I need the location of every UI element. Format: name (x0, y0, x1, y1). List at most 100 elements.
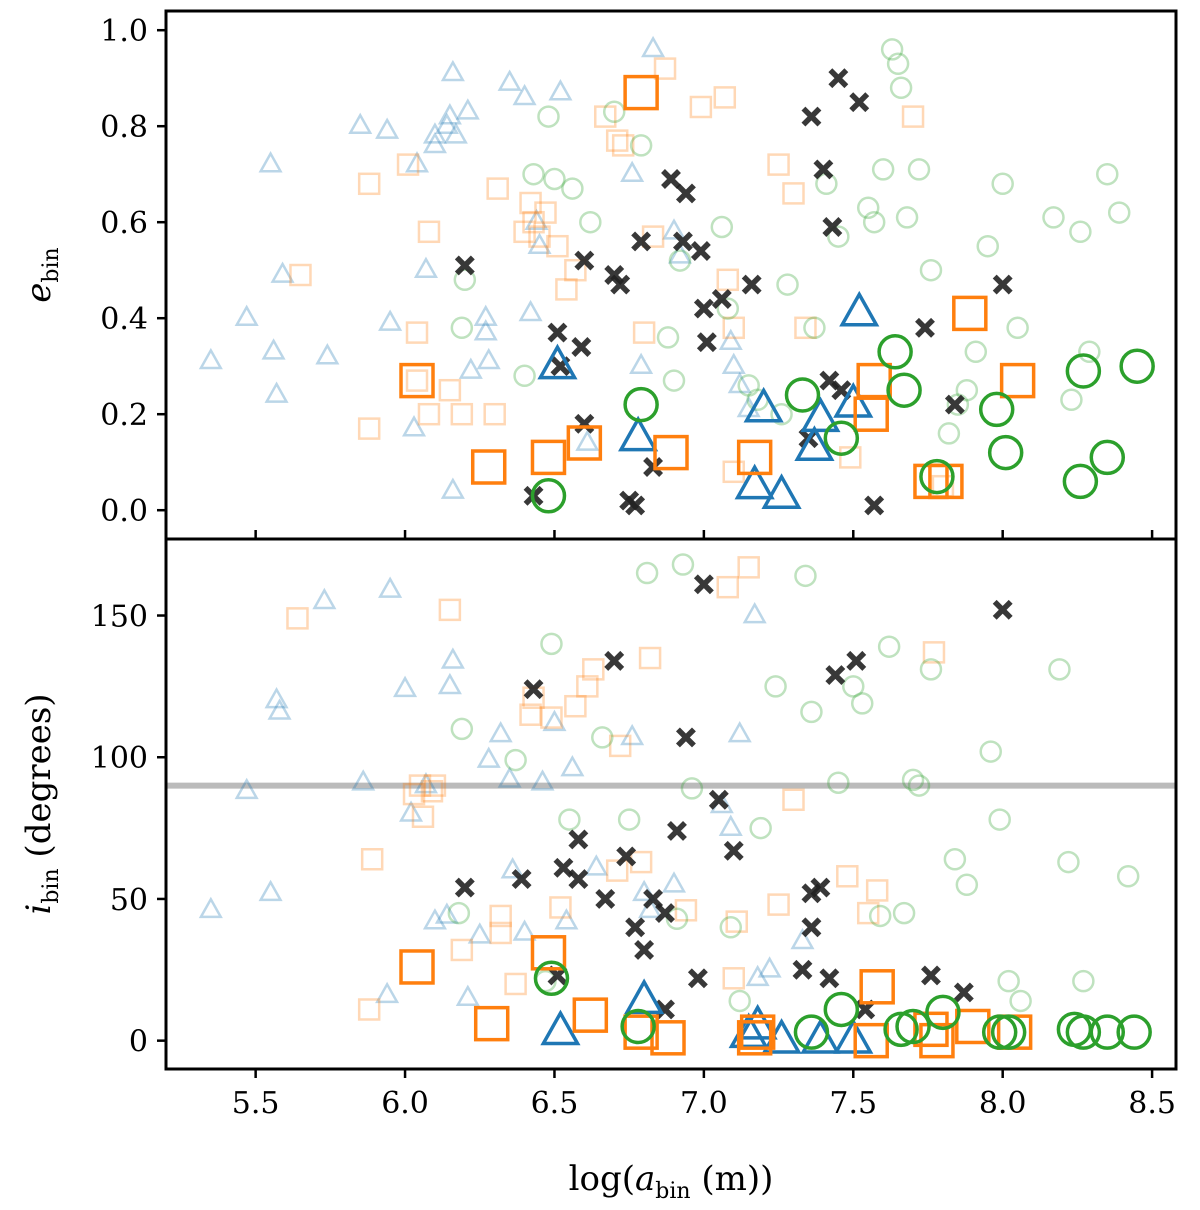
bold-square-marker (952, 295, 988, 332)
faint-square-marker (540, 706, 563, 729)
xtick-label: 8.0 (979, 1086, 1027, 1121)
x-marker (801, 917, 822, 938)
faint-triangle-marker (548, 79, 573, 101)
faint-triangle-marker (742, 601, 767, 624)
faint-circle-marker (668, 249, 692, 272)
faint-square-marker (555, 278, 578, 301)
faint-circle-marker (662, 369, 686, 392)
faint-triangle-marker (378, 576, 403, 598)
faint-triangle-marker (422, 122, 447, 144)
faint-square-marker (504, 972, 527, 996)
faint-square-marker (546, 234, 569, 258)
top-ytick-label: 1.0 (100, 14, 148, 49)
faint-circle-marker (964, 340, 988, 364)
bold-square-marker (399, 362, 435, 399)
bold-circle-marker (919, 458, 955, 495)
faint-circle-marker (561, 177, 584, 200)
faint-square-marker (522, 210, 545, 234)
faint-square-marker (564, 258, 587, 282)
x-marker (846, 650, 867, 671)
faint-circle-marker (764, 675, 787, 698)
faint-circle-marker (635, 561, 659, 585)
x-marker (711, 289, 732, 309)
bold-square-marker (736, 1020, 773, 1056)
faint-triangle-marker (727, 371, 752, 394)
faint-circle-marker (537, 105, 560, 128)
bold-square-marker (653, 434, 689, 471)
bold-square-marker (470, 449, 507, 485)
faint-triangle-marker (575, 429, 600, 451)
bottom-panel-ylabel: ibin (degrees) (19, 693, 64, 914)
x-marker (792, 959, 813, 980)
faint-triangle-marker (404, 151, 430, 173)
x-marker (693, 574, 714, 595)
x-marker (673, 231, 693, 252)
x-marker (661, 169, 681, 189)
faint-square-marker (674, 899, 698, 922)
bold-circle-marker (1089, 439, 1126, 476)
x-marker (634, 940, 655, 960)
bold-triangle-marker (624, 978, 665, 1015)
faint-circle-marker (880, 38, 904, 61)
bold-triangle-marker (833, 1018, 874, 1054)
bold-circle-marker (1062, 463, 1099, 500)
bold-circle-marker (886, 372, 922, 408)
faint-square-marker (360, 848, 384, 871)
bold-square-marker (999, 362, 1036, 399)
bold-triangle-marker (540, 1009, 581, 1046)
faint-triangle-marker (264, 381, 289, 403)
x-marker (616, 846, 637, 867)
x-marker (625, 495, 646, 516)
bold-circle-marker (530, 478, 567, 514)
faint-triangle-marker (258, 151, 283, 173)
x-marker (574, 413, 595, 434)
x-marker (655, 999, 675, 1020)
faint-circle-marker (827, 225, 850, 248)
faint-triangle-marker (378, 309, 403, 331)
faint-square-marker (528, 225, 551, 248)
bold-square-marker (566, 425, 603, 461)
x-marker (625, 917, 646, 938)
faint-triangle-marker (264, 687, 289, 709)
top-panel-ylabel: ebin (19, 247, 64, 302)
faint-square-marker (605, 129, 629, 152)
faint-circle-marker (716, 297, 740, 320)
faint-circle-marker (955, 873, 979, 897)
x-marker (810, 877, 831, 898)
x-marker (690, 241, 711, 261)
faint-square-marker (357, 417, 381, 440)
faint-square-marker (594, 105, 617, 128)
x-marker (523, 679, 544, 700)
bold-circle-marker (990, 1014, 1027, 1050)
faint-circle-marker (907, 158, 931, 181)
faint-circle-marker (1116, 865, 1140, 888)
faint-circle-marker (895, 206, 919, 229)
faint-square-marker (450, 938, 474, 962)
xtick-label: 6.5 (531, 1086, 579, 1121)
faint-circle-marker (1107, 201, 1131, 224)
x-marker (819, 968, 840, 989)
top-panel-ecc: 0.0 0.2 0.4 0.6 0.8 1.0 ebin (19, 9, 1178, 541)
faint-square-marker (564, 694, 587, 718)
faint-square-marker (722, 316, 746, 340)
faint-square-marker (402, 782, 426, 806)
faint-circle-marker (919, 258, 943, 282)
faint-circle-marker (602, 100, 626, 124)
x-marker (801, 106, 822, 127)
bold-square-marker (399, 949, 435, 985)
faint-square-marker (611, 134, 635, 157)
bold-circle-marker (793, 1014, 830, 1050)
faint-triangle-marker (267, 698, 292, 720)
faint-circle-marker (656, 326, 680, 349)
faint-triangle-marker (473, 304, 498, 327)
faint-circle-marker (629, 134, 653, 157)
faint-circle-marker (671, 553, 695, 576)
faint-circle-marker (770, 402, 793, 426)
faint-triangle-marker (375, 981, 400, 1004)
x-marker (915, 317, 935, 338)
faint-triangle-marker (512, 919, 537, 941)
faint-triangle-marker (620, 160, 645, 183)
faint-square-marker (519, 191, 542, 215)
bold-circle-marker (623, 386, 659, 423)
faint-triangle-marker (422, 131, 447, 154)
